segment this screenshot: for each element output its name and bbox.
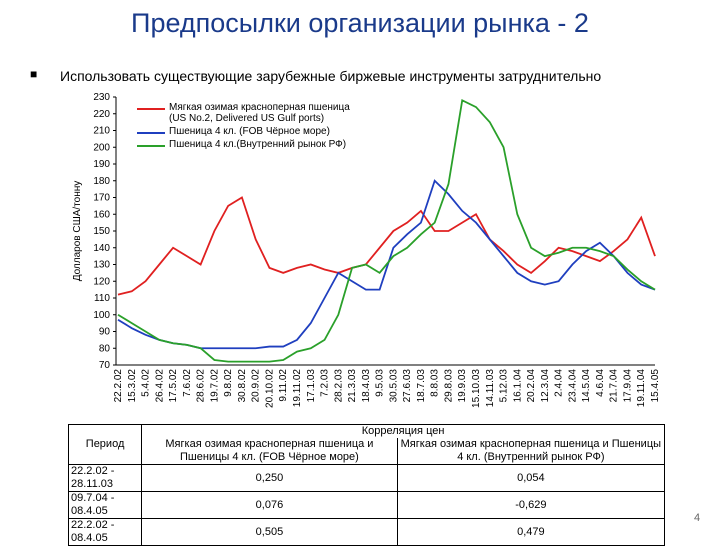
x-tick-label: 28.2.03 bbox=[333, 369, 344, 403]
bullet-marker: ■ bbox=[30, 67, 38, 81]
x-tick-label: 23.4.04 bbox=[567, 369, 578, 403]
legend-label: Мягкая озимая красноперная пшеница (US N… bbox=[169, 102, 350, 124]
series-line bbox=[117, 179, 656, 350]
x-tick-label: 2.4.04 bbox=[554, 369, 565, 397]
y-tick-label: 70 bbox=[99, 360, 111, 371]
x-tick-label: 7.2.03 bbox=[320, 369, 331, 397]
y-tick-label: 90 bbox=[99, 327, 111, 338]
x-tick-label: 21.7.04 bbox=[609, 369, 620, 403]
x-tick-label: 15.10.03 bbox=[471, 369, 482, 408]
x-tick-label: 30.5.03 bbox=[388, 369, 399, 403]
legend-item: Пшеница 4 кл. (FOB Чёрное море) bbox=[135, 126, 365, 137]
y-tick-label: 110 bbox=[94, 293, 110, 304]
column-header: Мягкая озимая красноперная пшеница и Пше… bbox=[396, 438, 666, 465]
x-tick-label: 9.8.02 bbox=[223, 369, 234, 397]
x-tick-label: 18.7.03 bbox=[416, 369, 427, 403]
legend-swatch bbox=[137, 145, 165, 147]
slide-title: Предпосылки организации рынка - 2 bbox=[131, 8, 589, 38]
x-tick-label: 30.8.02 bbox=[237, 369, 248, 403]
period-header: Период bbox=[67, 424, 143, 465]
y-tick-label: 100 bbox=[93, 310, 110, 321]
y-tick-label: 120 bbox=[93, 276, 110, 287]
x-tick-label: 19.7.02 bbox=[209, 369, 220, 403]
table-cell: -0,629 bbox=[396, 491, 666, 519]
series-line bbox=[117, 99, 656, 363]
table-cell: 0,505 bbox=[141, 518, 398, 546]
series-line bbox=[117, 196, 656, 296]
x-tick-label: 27.6.03 bbox=[402, 369, 413, 403]
table-cell: 0,076 bbox=[141, 491, 398, 519]
y-tick-label: 180 bbox=[93, 176, 110, 187]
x-tick-label: 17.1.03 bbox=[306, 369, 317, 403]
x-tick-label: 7.6.02 bbox=[182, 369, 193, 397]
table-cell: 22.2.02 - 28.11.03 bbox=[67, 464, 143, 492]
y-tick-label: 160 bbox=[93, 209, 110, 220]
x-tick-label: 14.5.04 bbox=[581, 369, 592, 403]
x-tick-label: 14.11.03 bbox=[485, 369, 496, 408]
x-tick-label: 19.11.02 bbox=[292, 369, 303, 408]
x-tick-label: 29.8.03 bbox=[443, 369, 454, 403]
legend: Мягкая озимая красноперная пшеница (US N… bbox=[135, 100, 365, 152]
x-tick-label: 12.3.04 bbox=[540, 369, 551, 403]
x-tick-label: 19.11.04 bbox=[636, 369, 647, 408]
table-cell: 0,479 bbox=[396, 518, 666, 546]
x-tick-label: 16.1.04 bbox=[512, 369, 523, 403]
legend-item: Мягкая озимая красноперная пшеница (US N… bbox=[135, 102, 365, 124]
x-tick-label: 19.9.03 bbox=[457, 369, 468, 403]
x-tick-label: 5.4.02 bbox=[141, 369, 152, 397]
legend-item: Пшеница 4 кл.(Внутренний рынок РФ) bbox=[135, 139, 365, 150]
x-tick-label: 20.10.02 bbox=[264, 369, 275, 408]
x-tick-label: 21.3.03 bbox=[347, 369, 358, 403]
y-tick-label: 150 bbox=[93, 226, 110, 237]
y-tick-label: 130 bbox=[93, 260, 110, 271]
x-tick-label: 4.6.04 bbox=[595, 369, 606, 397]
y-tick-label: 210 bbox=[93, 126, 110, 137]
x-tick-label: 22.2.02 bbox=[113, 369, 124, 403]
table-cell: 22.2.02 - 08.4.05 bbox=[67, 518, 143, 546]
bullet-text: Использовать существующие зарубежные бир… bbox=[60, 68, 602, 84]
x-tick-label: 15.4.05 bbox=[650, 369, 661, 403]
legend-swatch bbox=[137, 132, 165, 134]
x-tick-label: 18.4.03 bbox=[361, 369, 372, 403]
x-tick-label: 17.9.04 bbox=[622, 369, 633, 403]
group-header: Корреляция цен bbox=[141, 424, 665, 438]
x-tick-label: 26.4.02 bbox=[154, 369, 165, 403]
page-number: 4 bbox=[694, 512, 701, 524]
legend-label: Пшеница 4 кл. (FOB Чёрное море) bbox=[169, 126, 330, 137]
y-tick-label: 220 bbox=[93, 109, 110, 120]
table-cell: 09.7.04 - 08.4.05 bbox=[67, 491, 143, 519]
y-tick-label: 80 bbox=[99, 343, 111, 354]
x-tick-label: 8.8.03 bbox=[430, 369, 441, 397]
x-tick-label: 9.11.02 bbox=[278, 369, 289, 402]
y-tick-label: 230 bbox=[93, 92, 110, 103]
x-tick-label: 20.9.02 bbox=[251, 369, 262, 403]
legend-swatch bbox=[137, 108, 165, 110]
table-cell: 0,054 bbox=[396, 464, 666, 492]
table-cell: 0,250 bbox=[141, 464, 398, 492]
x-tick-label: 17.5.02 bbox=[168, 369, 179, 403]
y-tick-label: 200 bbox=[93, 142, 110, 153]
y-axis-title: Долларов США/тонну bbox=[72, 181, 83, 282]
x-tick-label: 20.2.04 bbox=[526, 369, 537, 403]
x-tick-label: 15.3.02 bbox=[127, 369, 138, 403]
y-tick-label: 170 bbox=[93, 193, 110, 204]
x-tick-label: 5.12.03 bbox=[499, 369, 510, 403]
y-tick-label: 190 bbox=[93, 159, 110, 170]
x-tick-label: 28.6.02 bbox=[196, 369, 207, 403]
x-tick-label: 9.5.03 bbox=[375, 369, 386, 397]
y-tick-label: 140 bbox=[93, 243, 110, 254]
correlation-table: Период Корреляция цен Мягкая озимая красн… bbox=[67, 424, 666, 546]
column-header: Мягкая озимая красноперная пшеница и Пше… bbox=[141, 438, 398, 465]
legend-label: Пшеница 4 кл.(Внутренний рынок РФ) bbox=[169, 139, 347, 150]
